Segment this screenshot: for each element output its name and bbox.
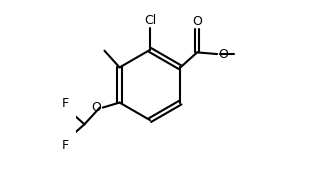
Text: O: O — [218, 48, 228, 61]
Text: Cl: Cl — [144, 14, 156, 27]
Text: F: F — [61, 97, 68, 110]
Text: O: O — [192, 15, 202, 28]
Text: F: F — [61, 139, 68, 151]
Text: O: O — [92, 101, 101, 114]
